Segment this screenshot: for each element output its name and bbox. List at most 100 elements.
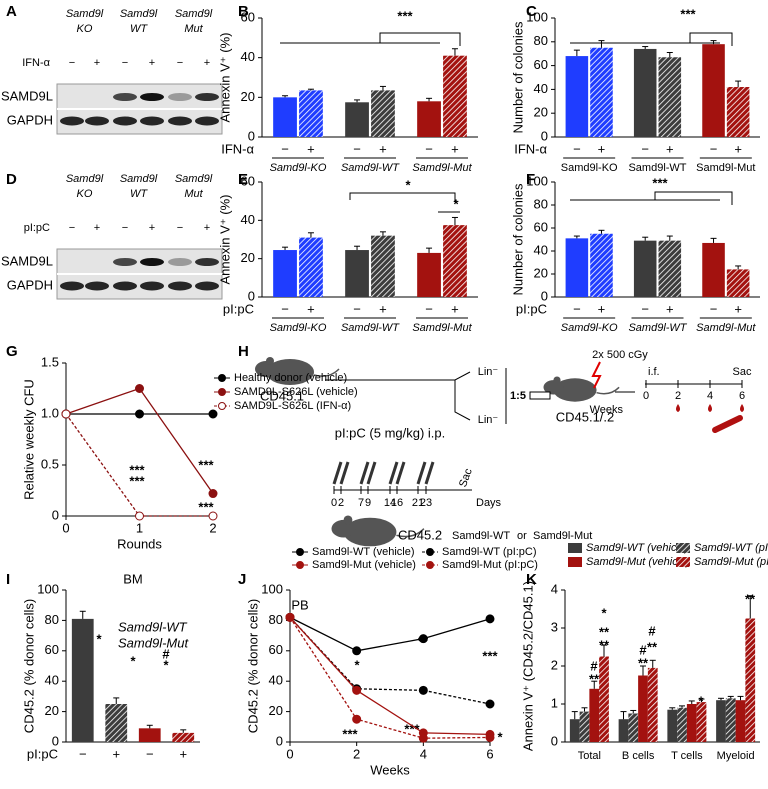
syringe-icon bbox=[332, 461, 343, 485]
bar bbox=[599, 656, 609, 742]
error-bar bbox=[649, 659, 656, 668]
blot-sign: + bbox=[94, 57, 100, 69]
mouse-tail bbox=[596, 386, 620, 395]
arrow bbox=[325, 371, 471, 421]
panel-label: K bbox=[526, 571, 537, 588]
annotation: * bbox=[497, 729, 503, 744]
blot-band bbox=[85, 116, 109, 126]
annotation: *** bbox=[129, 473, 145, 488]
panel-label: H bbox=[238, 343, 249, 360]
error-bar bbox=[581, 707, 588, 712]
error-bar bbox=[727, 695, 734, 699]
blot-band bbox=[168, 281, 192, 291]
blot-band bbox=[195, 93, 219, 101]
x-tick-label: Myeloid bbox=[717, 750, 755, 762]
x-tick-label: 1 bbox=[136, 520, 143, 535]
y-tick-label: 20 bbox=[534, 265, 548, 280]
diagram-text: or bbox=[517, 530, 527, 542]
annotation: *** bbox=[198, 499, 214, 514]
bolt bbox=[591, 361, 602, 389]
error-bar bbox=[354, 99, 361, 103]
series-line bbox=[289, 617, 491, 739]
bar bbox=[628, 713, 639, 742]
diagram-text: CD45.2 bbox=[398, 527, 442, 542]
group-label: Samd9l-Mut bbox=[412, 162, 472, 174]
error-bar bbox=[710, 237, 717, 243]
x-tick-label: 2 bbox=[353, 746, 360, 761]
error-bar bbox=[718, 697, 724, 701]
y-tick-label: 20 bbox=[241, 250, 255, 265]
treatment-label: pI:pC bbox=[223, 301, 254, 316]
y-axis-label: Number of colonies bbox=[510, 21, 525, 133]
y-axis-label: Annexin V⁺ (%) bbox=[217, 33, 232, 123]
diagram-text: 2 bbox=[338, 497, 344, 509]
panel-label: I bbox=[6, 571, 10, 588]
blot-band bbox=[140, 116, 164, 126]
blot-treatment: IFN-α bbox=[22, 57, 50, 69]
annotation: *** bbox=[129, 462, 145, 477]
bar bbox=[735, 700, 746, 742]
treatment-sign: − bbox=[425, 141, 433, 156]
annotation: * bbox=[601, 605, 607, 620]
x-tick-label: Total bbox=[578, 750, 601, 762]
bar bbox=[658, 240, 682, 297]
error-bar bbox=[679, 705, 685, 708]
legend-label: Samd9l-Mut (pI:pC) bbox=[442, 559, 538, 571]
y-tick-label: 0 bbox=[276, 733, 283, 748]
bar bbox=[667, 709, 678, 742]
y-tick-label: 1.5 bbox=[41, 354, 59, 369]
blot-band bbox=[113, 116, 137, 126]
blot-column-label: Mut bbox=[184, 188, 203, 200]
y-tick-label: 40 bbox=[534, 81, 548, 96]
annotation: ** bbox=[647, 639, 658, 654]
bar bbox=[443, 225, 467, 297]
error-bar bbox=[379, 85, 386, 91]
y-tick-label: 4 bbox=[551, 581, 558, 596]
blot-band bbox=[140, 93, 164, 101]
annotation: # bbox=[639, 642, 647, 657]
point bbox=[485, 614, 495, 624]
treatment-sign: + bbox=[379, 141, 387, 156]
treatment-sign: − bbox=[641, 141, 649, 156]
error-bar bbox=[354, 245, 361, 251]
group-label: Samd9l-Mut bbox=[696, 322, 756, 334]
x-tick-label: 0 bbox=[286, 746, 293, 761]
chart-title: BM bbox=[123, 571, 143, 586]
bar bbox=[105, 704, 128, 742]
diagram-text: Lin⁻ bbox=[478, 366, 499, 378]
legend-label: Healthy donor (vehicle) bbox=[234, 372, 347, 384]
bar bbox=[696, 702, 707, 742]
blot-row-label: SAMD9L bbox=[1, 253, 53, 268]
treatment-sign: − bbox=[281, 141, 289, 156]
error-bar bbox=[666, 235, 673, 241]
y-tick-label: 0 bbox=[248, 128, 255, 143]
legend-marker bbox=[218, 374, 226, 382]
annotation: * bbox=[453, 196, 459, 211]
series-line bbox=[289, 616, 491, 736]
bar bbox=[71, 618, 94, 742]
treatment-label: IFN-α bbox=[514, 141, 547, 156]
blot-column-label: KO bbox=[77, 188, 93, 200]
error-bar bbox=[601, 644, 607, 657]
treatment-sign: − bbox=[710, 301, 718, 316]
blot-column-label: WT bbox=[130, 188, 148, 200]
point bbox=[61, 409, 71, 419]
error-bar bbox=[379, 231, 386, 236]
bar bbox=[565, 238, 589, 297]
group-label: Samd9l-Mut bbox=[412, 322, 472, 334]
treatment-sign: + bbox=[307, 301, 315, 316]
bar bbox=[633, 48, 657, 137]
treatment-sign: + bbox=[734, 301, 742, 316]
point bbox=[208, 409, 218, 419]
y-tick-label: 20 bbox=[269, 703, 283, 718]
syringe bbox=[529, 391, 551, 400]
blot-sign: − bbox=[177, 222, 183, 234]
error-bar bbox=[642, 46, 649, 49]
annotation: *** bbox=[404, 721, 420, 736]
bar bbox=[579, 711, 590, 742]
blot-band bbox=[168, 93, 192, 101]
mouse-body bbox=[553, 378, 597, 402]
error-bar bbox=[307, 88, 314, 91]
error-bar bbox=[735, 265, 742, 270]
